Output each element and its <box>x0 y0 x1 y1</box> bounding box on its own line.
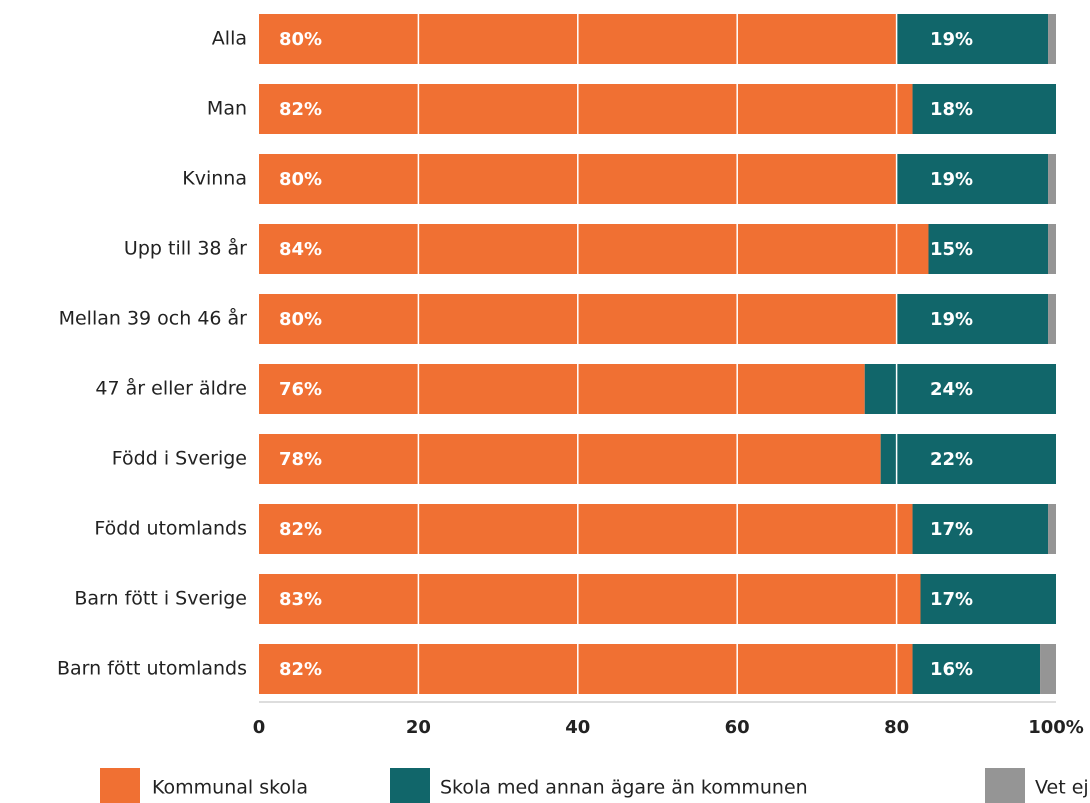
x-tick-label: 20 <box>406 717 431 738</box>
category-label: Barn fött i Sverige <box>74 588 247 610</box>
x-tick-label: 60 <box>725 717 750 738</box>
bar-segment <box>912 644 1041 694</box>
bar-segment <box>259 644 913 694</box>
value-label: 76% <box>279 379 322 400</box>
value-label: 80% <box>279 29 322 50</box>
x-tick-label: 0 <box>253 717 266 738</box>
x-tick-label: 80 <box>884 717 909 738</box>
value-label: 18% <box>930 99 973 120</box>
x-tick-label: 40 <box>565 717 590 738</box>
bar-segment <box>920 574 1056 624</box>
value-label: 16% <box>930 659 973 680</box>
value-label: 19% <box>930 29 973 50</box>
category-label: Upp till 38 år <box>124 237 247 260</box>
bar-segment <box>259 434 881 484</box>
value-label: 83% <box>279 589 322 610</box>
category-label: Man <box>207 98 247 120</box>
bar-segment <box>1048 154 1056 204</box>
value-label: 82% <box>279 659 322 680</box>
bar-segment <box>259 364 865 414</box>
bar-segment <box>259 84 913 134</box>
value-label: 82% <box>279 519 322 540</box>
bar-segment <box>912 84 1056 134</box>
value-label: 80% <box>279 309 322 330</box>
bar-segment <box>259 504 913 554</box>
value-label: 17% <box>930 589 973 610</box>
bar-segment <box>1048 224 1056 274</box>
bar-segment <box>1040 644 1056 694</box>
value-label: 84% <box>279 239 322 260</box>
bar-segment <box>880 434 1056 484</box>
bar-segment <box>1048 504 1056 554</box>
category-label: 47 år eller äldre <box>95 377 247 400</box>
category-label: Född i Sverige <box>112 448 247 470</box>
bar-segment <box>1048 14 1056 64</box>
bar-segment <box>896 294 1049 344</box>
bar-segment <box>896 14 1049 64</box>
bar-segment <box>259 224 929 274</box>
value-label: 19% <box>930 169 973 190</box>
x-tick-label: 100% <box>1028 717 1084 738</box>
value-label: 24% <box>930 379 973 400</box>
value-label: 17% <box>930 519 973 540</box>
category-label: Barn fött utomlands <box>57 658 247 680</box>
legend-swatch <box>100 768 140 803</box>
value-label: 15% <box>930 239 973 260</box>
bar-segment <box>912 504 1049 554</box>
bar-segment <box>896 154 1049 204</box>
value-label: 78% <box>279 449 322 470</box>
category-label: Född utomlands <box>94 518 247 540</box>
category-label: Alla <box>212 28 247 50</box>
value-label: 22% <box>930 449 973 470</box>
category-label: Kvinna <box>182 168 247 190</box>
bar-segment <box>1048 294 1056 344</box>
category-label: Mellan 39 och 46 år <box>59 307 248 330</box>
value-label: 82% <box>279 99 322 120</box>
value-label: 19% <box>930 309 973 330</box>
legend-label: Vet ej <box>1035 777 1089 799</box>
bar-segment <box>928 224 1049 274</box>
value-label: 80% <box>279 169 322 190</box>
legend-swatch <box>985 768 1025 803</box>
legend-swatch <box>390 768 430 803</box>
legend-label: Skola med annan ägare än kommunen <box>440 777 808 799</box>
legend-label: Kommunal skola <box>152 777 308 799</box>
bar-segment <box>259 574 921 624</box>
